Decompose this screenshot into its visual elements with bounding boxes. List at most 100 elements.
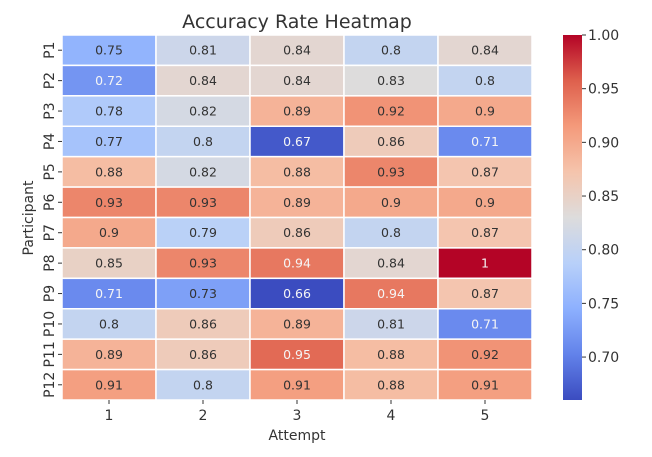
heatmap-cell: [155, 95, 251, 128]
y-tick-label: P8: [42, 254, 58, 271]
colorbar-tick-label: 0.90: [588, 135, 619, 151]
cell-value-label: 0.9: [99, 225, 119, 240]
colorbar-ticks: 0.70 0.75 0.80 0.85 0.90 0.95 1.00: [582, 28, 619, 366]
cell-value-label: 0.8: [99, 316, 119, 331]
cell-value-label: 0.8: [381, 225, 401, 240]
heatmap-cell: [343, 308, 439, 340]
cell-value-label: 0.82: [189, 164, 217, 179]
heatmap-cell: [437, 338, 533, 371]
heatmap-cell: [437, 277, 533, 310]
heatmap-cell: [343, 368, 439, 401]
cell-value-label: 0.88: [377, 347, 405, 362]
x-tick-label: 2: [199, 408, 208, 424]
cell-value-label: 0.84: [189, 73, 217, 88]
colorbar-tick-label: 1.00: [588, 28, 619, 44]
heatmap-cell: [437, 308, 533, 340]
cell-value-label: 0.87: [471, 164, 499, 179]
heatmap-cell: [155, 125, 251, 158]
cell-value-label: 0.9: [475, 195, 495, 210]
cell-value-label: 0.84: [283, 73, 311, 88]
heatmap-cell: [155, 34, 251, 67]
cell-value-label: 0.91: [95, 377, 123, 392]
y-tick-label: P1: [42, 42, 58, 59]
cell-value-label: 0.89: [283, 316, 311, 331]
cell-value-label: 0.9: [381, 195, 401, 210]
x-tick-label: 4: [387, 408, 396, 424]
cell-value-label: 0.73: [189, 286, 217, 301]
colorbar: [563, 35, 582, 400]
heatmap-cell: [249, 155, 345, 188]
heatmap-cell: [61, 368, 157, 401]
cell-value-label: 0.85: [95, 256, 123, 271]
cell-value-label: 0.93: [95, 195, 123, 210]
heatmap-cell: [343, 338, 439, 371]
heatmap-cell: [343, 186, 439, 219]
heatmap-cell: [61, 216, 157, 249]
cell-value-label: 0.89: [95, 347, 123, 362]
heatmap-cell: [155, 247, 251, 280]
y-tick-labels: P1 P2 P3 P4 P5 P6 P7 P8 P9 P10 P11 P12: [42, 42, 62, 398]
cell-value-label: 0.84: [471, 43, 499, 58]
heatmap-cell: [249, 338, 345, 371]
cell-value-label: 0.79: [189, 225, 217, 240]
cell-value-label: 0.75: [95, 43, 123, 58]
cell-value-label: 1: [481, 256, 489, 271]
x-tick-label: 5: [481, 408, 490, 424]
heatmap-cell: [155, 155, 251, 188]
cell-value-label: 0.81: [377, 316, 405, 331]
cell-value-label: 0.94: [377, 286, 405, 301]
cell-value-label: 0.8: [193, 134, 213, 149]
colorbar-tick-label: 0.85: [588, 189, 619, 205]
y-tick-label: P9: [42, 285, 58, 302]
cell-value-label: 0.91: [471, 377, 499, 392]
cell-value-label: 0.92: [377, 104, 405, 119]
cell-value-label: 0.8: [193, 377, 213, 392]
cell-value-label: 0.78: [95, 104, 123, 119]
cell-value-label: 0.9: [475, 104, 495, 119]
cell-value-label: 0.77: [95, 134, 123, 149]
y-tick-label: P6: [42, 194, 58, 211]
heatmap-cells: 0.75 0.81 0.84 0.8 0.840.72 0.84 0.84 0.83 0.80.…: [61, 34, 533, 401]
y-tick-label: P5: [42, 163, 58, 180]
cell-value-label: 0.82: [189, 104, 217, 119]
heatmap-cell: [155, 186, 251, 219]
heatmap-cell: [249, 308, 345, 340]
cell-value-label: 0.84: [377, 256, 405, 271]
colorbar-tick-label: 0.95: [588, 82, 619, 98]
y-tick-label: P4: [42, 133, 58, 150]
cell-value-label: 0.72: [95, 73, 123, 88]
cell-value-label: 0.93: [377, 164, 405, 179]
heatmap-cell: [61, 338, 157, 371]
cell-value-label: 0.71: [471, 316, 499, 331]
cell-value-label: 0.87: [471, 286, 499, 301]
y-axis-label: Participant: [21, 180, 37, 255]
y-tick-label: P7: [42, 224, 58, 241]
cell-value-label: 0.84: [283, 43, 311, 58]
heatmap-cell: [437, 186, 533, 219]
heatmap-cell: [155, 277, 251, 310]
chart-title: Accuracy Rate Heatmap: [182, 11, 412, 33]
x-tick-label: 1: [105, 408, 114, 424]
heatmap-cell: [61, 247, 157, 280]
heatmap-cell: [61, 308, 157, 340]
heatmap-cell: [437, 125, 533, 158]
cell-value-label: 0.89: [283, 195, 311, 210]
cell-value-label: 0.88: [283, 164, 311, 179]
cell-value-label: 0.93: [189, 195, 217, 210]
cell-value-label: 0.86: [283, 225, 311, 240]
cell-value-label: 0.86: [189, 316, 217, 331]
cell-value-label: 0.94: [283, 256, 311, 271]
cell-value-label: 0.71: [95, 286, 123, 301]
heatmap-cell: [343, 95, 439, 128]
y-tick-label: P2: [42, 72, 58, 89]
y-tick-label: P10: [42, 311, 58, 337]
colorbar-tick-label: 0.75: [588, 296, 619, 312]
x-tick-label: 3: [293, 408, 302, 424]
cell-value-label: 0.95: [283, 347, 311, 362]
cell-value-label: 0.71: [471, 134, 499, 149]
heatmap-cell: [249, 64, 345, 97]
colorbar-tick-label: 0.80: [588, 243, 619, 259]
cell-value-label: 0.8: [475, 73, 495, 88]
cell-value-label: 0.86: [189, 347, 217, 362]
heatmap-cell: [437, 64, 533, 97]
